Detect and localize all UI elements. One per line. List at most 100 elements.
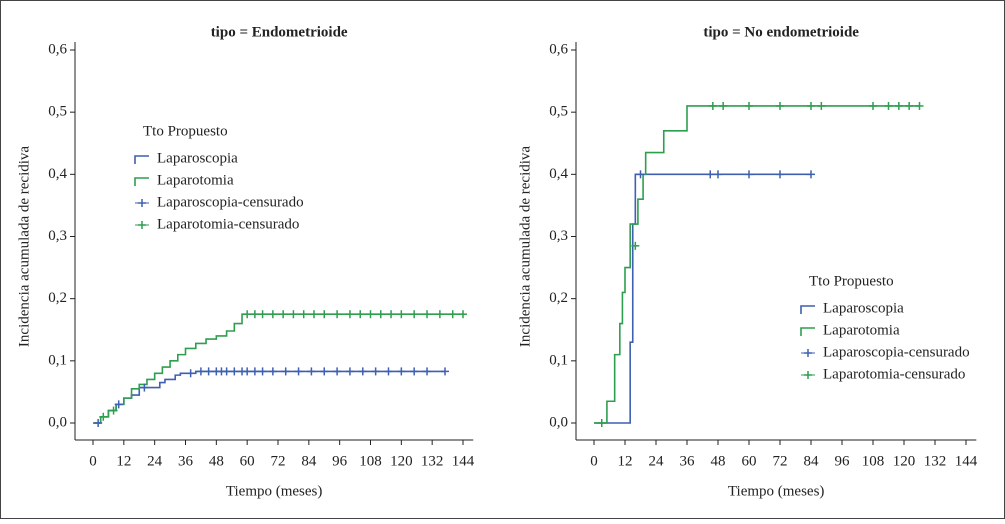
- censor-mark: [435, 310, 444, 319]
- censor-mark: [258, 310, 267, 319]
- legend-label: Laparotomia: [823, 322, 900, 338]
- x-tick-label: 96: [835, 453, 851, 469]
- censor-mark: [397, 310, 406, 319]
- censor-mark: [230, 367, 239, 376]
- legend-swatch: [134, 177, 149, 186]
- censor-mark: [817, 101, 826, 110]
- x-tick-label: 132: [924, 453, 947, 469]
- x-tick-label: 24: [649, 453, 665, 469]
- y-tick-label: 0,1: [549, 352, 568, 368]
- censor-mark: [915, 101, 924, 110]
- panel: tipo = Endometrioide 0,0 0,1 0,2 0,3 0,4 0,5 0,…: [16, 24, 474, 499]
- y-axis-label: Incidencia acumulada de recidiva: [16, 146, 32, 347]
- censor-mark: [250, 310, 259, 319]
- x-tick-label: 0: [89, 453, 97, 469]
- censor-mark: [776, 170, 784, 179]
- censor-mark: [109, 406, 118, 415]
- censor-mark: [807, 170, 815, 179]
- censor-mark: [309, 310, 318, 319]
- legend-swatch: [800, 305, 815, 314]
- censor-mark: [358, 367, 367, 376]
- censor-mark: [333, 310, 342, 319]
- censor-mark: [448, 310, 457, 319]
- x-tick-label: 24: [147, 453, 163, 469]
- censor-mark: [99, 412, 108, 421]
- y-tick-label: 0,4: [48, 166, 67, 182]
- censor-mark: [719, 101, 728, 110]
- x-tick-label: 108: [359, 453, 382, 469]
- censor-mark: [320, 310, 329, 319]
- censor-mark: [905, 101, 914, 110]
- x-tick-label: 120: [893, 453, 916, 469]
- x-tick-label: 60: [742, 453, 757, 469]
- y-tick-label: 0,6: [48, 41, 67, 57]
- censor-mark: [204, 367, 213, 376]
- censor-mark: [397, 367, 406, 376]
- censor-mark: [636, 170, 645, 179]
- y-tick-label: 0,0: [549, 414, 568, 430]
- censor-mark: [387, 310, 396, 319]
- censor-mark: [196, 367, 205, 376]
- censor-mark: [320, 367, 329, 376]
- censor-mark: [140, 383, 149, 392]
- legend-label: Laparotomia: [157, 172, 234, 188]
- censor-mark: [745, 170, 753, 179]
- legend-swatch: [135, 221, 149, 229]
- x-tick-label: 132: [421, 453, 444, 469]
- legend-label: Laparoscopia: [157, 150, 238, 166]
- x-tick-label: 36: [178, 453, 194, 469]
- legend-swatch: [801, 371, 815, 379]
- censor-mark: [807, 101, 815, 110]
- censor-mark: [441, 367, 450, 376]
- censor-mark: [333, 367, 342, 376]
- censor-mark: [243, 367, 252, 376]
- censor-mark: [745, 101, 753, 110]
- x-tick-label: 36: [680, 453, 696, 469]
- x-tick-label: 60: [240, 453, 255, 469]
- censor-mark: [884, 101, 893, 110]
- step-line: [93, 370, 446, 424]
- legend-label: Laparotomia-censurado: [157, 216, 299, 232]
- step-line: [594, 105, 920, 424]
- x-tick-label: 144: [452, 453, 475, 469]
- x-tick-label: 84: [301, 453, 317, 469]
- y-tick-label: 0,3: [48, 228, 67, 244]
- censor-mark: [250, 367, 259, 376]
- censor-mark: [186, 369, 195, 378]
- legend-swatch: [135, 199, 149, 207]
- x-tick-label: 72: [271, 453, 286, 469]
- x-tick-label: 0: [590, 453, 598, 469]
- x-tick-label: 108: [862, 453, 885, 469]
- y-tick-label: 0,3: [549, 228, 568, 244]
- censor-mark: [384, 367, 393, 376]
- legend-label: Laparotomia-censurado: [823, 366, 965, 382]
- x-tick-label: 12: [618, 453, 633, 469]
- censor-mark: [299, 310, 308, 319]
- y-tick-label: 0,2: [48, 290, 67, 306]
- censor-mark: [268, 367, 277, 376]
- x-axis-label: Tiempo (meses): [226, 483, 323, 499]
- censor-mark: [307, 367, 316, 376]
- censor-mark: [776, 101, 784, 110]
- legend-label: Laparoscopia-censurado: [823, 344, 970, 360]
- censor-mark: [410, 367, 419, 376]
- step-line: [594, 173, 811, 424]
- censor-mark: [289, 310, 298, 319]
- censor-mark: [376, 310, 385, 319]
- x-tick-label: 84: [804, 453, 820, 469]
- censor-mark: [371, 367, 380, 376]
- censor-mark: [706, 170, 715, 179]
- censor-mark: [869, 101, 877, 110]
- x-tick-label: 120: [390, 453, 413, 469]
- censor-mark: [423, 310, 432, 319]
- legend-title: Tto Propuesto: [143, 123, 228, 139]
- legend-swatch: [800, 327, 815, 336]
- legend-swatch: [134, 155, 149, 164]
- censor-mark: [708, 101, 717, 110]
- panel-title: tipo = No endometrioide: [703, 24, 859, 40]
- y-tick-label: 0,5: [48, 104, 67, 120]
- censor-mark: [345, 310, 354, 319]
- x-tick-label: 72: [773, 453, 788, 469]
